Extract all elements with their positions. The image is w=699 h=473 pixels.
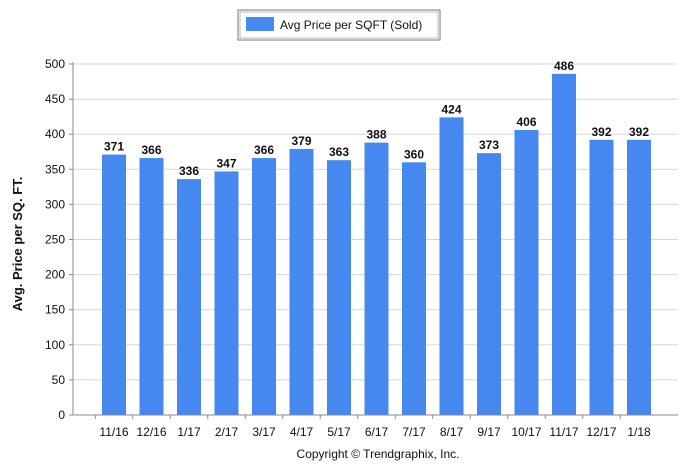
x-tick-label: 2/17 [215, 425, 239, 439]
bar [477, 153, 501, 416]
x-tick-label: 11/16 [99, 425, 128, 439]
x-tick-label: 4/17 [290, 425, 314, 439]
y-tick-labels: 0 50 100 150 200 250 300 350 400 450 500 [45, 57, 73, 422]
bar [214, 171, 239, 415]
y-tick-label: 450 [45, 92, 65, 106]
data-label: 363 [329, 145, 349, 159]
bar [439, 117, 464, 416]
x-tick-label: 1/18 [627, 425, 651, 439]
axes [72, 62, 678, 416]
bar [514, 129, 539, 415]
bar [552, 73, 576, 415]
y-tick-label: 0 [58, 408, 65, 422]
data-label: 392 [629, 125, 649, 139]
x-tick-label: 12/17 [586, 425, 616, 439]
x-tick-label: 10/17 [511, 425, 541, 439]
y-tick-label: 250 [45, 233, 65, 247]
data-label: 406 [516, 115, 536, 129]
x-tick-label: 1/17 [177, 425, 201, 439]
data-label: 379 [291, 134, 311, 148]
data-label: 371 [104, 140, 124, 154]
x-tick-label: 12/16 [136, 425, 166, 439]
data-labels: 371 366 336 347 366 379 363 388 360 424 373 406 486 3… [104, 59, 649, 178]
bar [102, 154, 126, 416]
bar [139, 158, 164, 415]
bar [177, 179, 201, 415]
data-label: 347 [216, 156, 236, 170]
y-tick-label: 100 [45, 338, 65, 352]
y-tick-label: 400 [45, 127, 65, 141]
y-tick-label: 350 [45, 162, 65, 176]
data-label: 373 [479, 138, 499, 152]
bar [364, 142, 389, 415]
copyright-text: Copyright © Trendgraphix, Inc. [297, 447, 460, 461]
bar [252, 158, 276, 415]
data-label: 392 [591, 125, 611, 139]
bar [627, 139, 651, 416]
bar [402, 162, 426, 415]
data-label: 360 [404, 147, 424, 161]
data-label: 424 [441, 102, 461, 116]
data-label: 366 [254, 143, 274, 157]
data-label: 486 [554, 59, 574, 73]
x-tick-label: 9/17 [477, 425, 501, 439]
legend: Avg Price per SQFT (Sold) [237, 9, 441, 41]
y-tick-label: 50 [52, 373, 66, 387]
data-label: 388 [366, 128, 386, 142]
y-axis-title: Avg. Price per SQ. FT. [10, 177, 25, 312]
y-tick-label: 500 [45, 57, 65, 71]
data-label: 366 [141, 143, 161, 157]
legend-label: Avg Price per SQFT (Sold) [280, 18, 422, 32]
y-tick-label: 200 [45, 268, 65, 282]
x-tick-label: 11/17 [549, 425, 578, 439]
x-tick-label: 3/17 [252, 425, 276, 439]
data-label: 336 [179, 164, 199, 178]
x-tick-label: 8/17 [440, 425, 464, 439]
legend-swatch [246, 17, 274, 31]
x-tick-label: 5/17 [327, 425, 351, 439]
bar [327, 160, 351, 415]
bar [289, 148, 314, 415]
x-tick-label: 6/17 [365, 425, 389, 439]
x-tick-labels: 11/16 12/16 1/17 2/17 3/17 4/17 5/17 6/17 7/17 8/… [94, 415, 651, 439]
y-tick-label: 150 [45, 303, 65, 317]
bars [102, 73, 651, 416]
bar [589, 139, 614, 416]
x-tick-label: 7/17 [402, 425, 426, 439]
legend-inner-border [239, 11, 439, 39]
y-tick-label: 300 [45, 197, 65, 211]
